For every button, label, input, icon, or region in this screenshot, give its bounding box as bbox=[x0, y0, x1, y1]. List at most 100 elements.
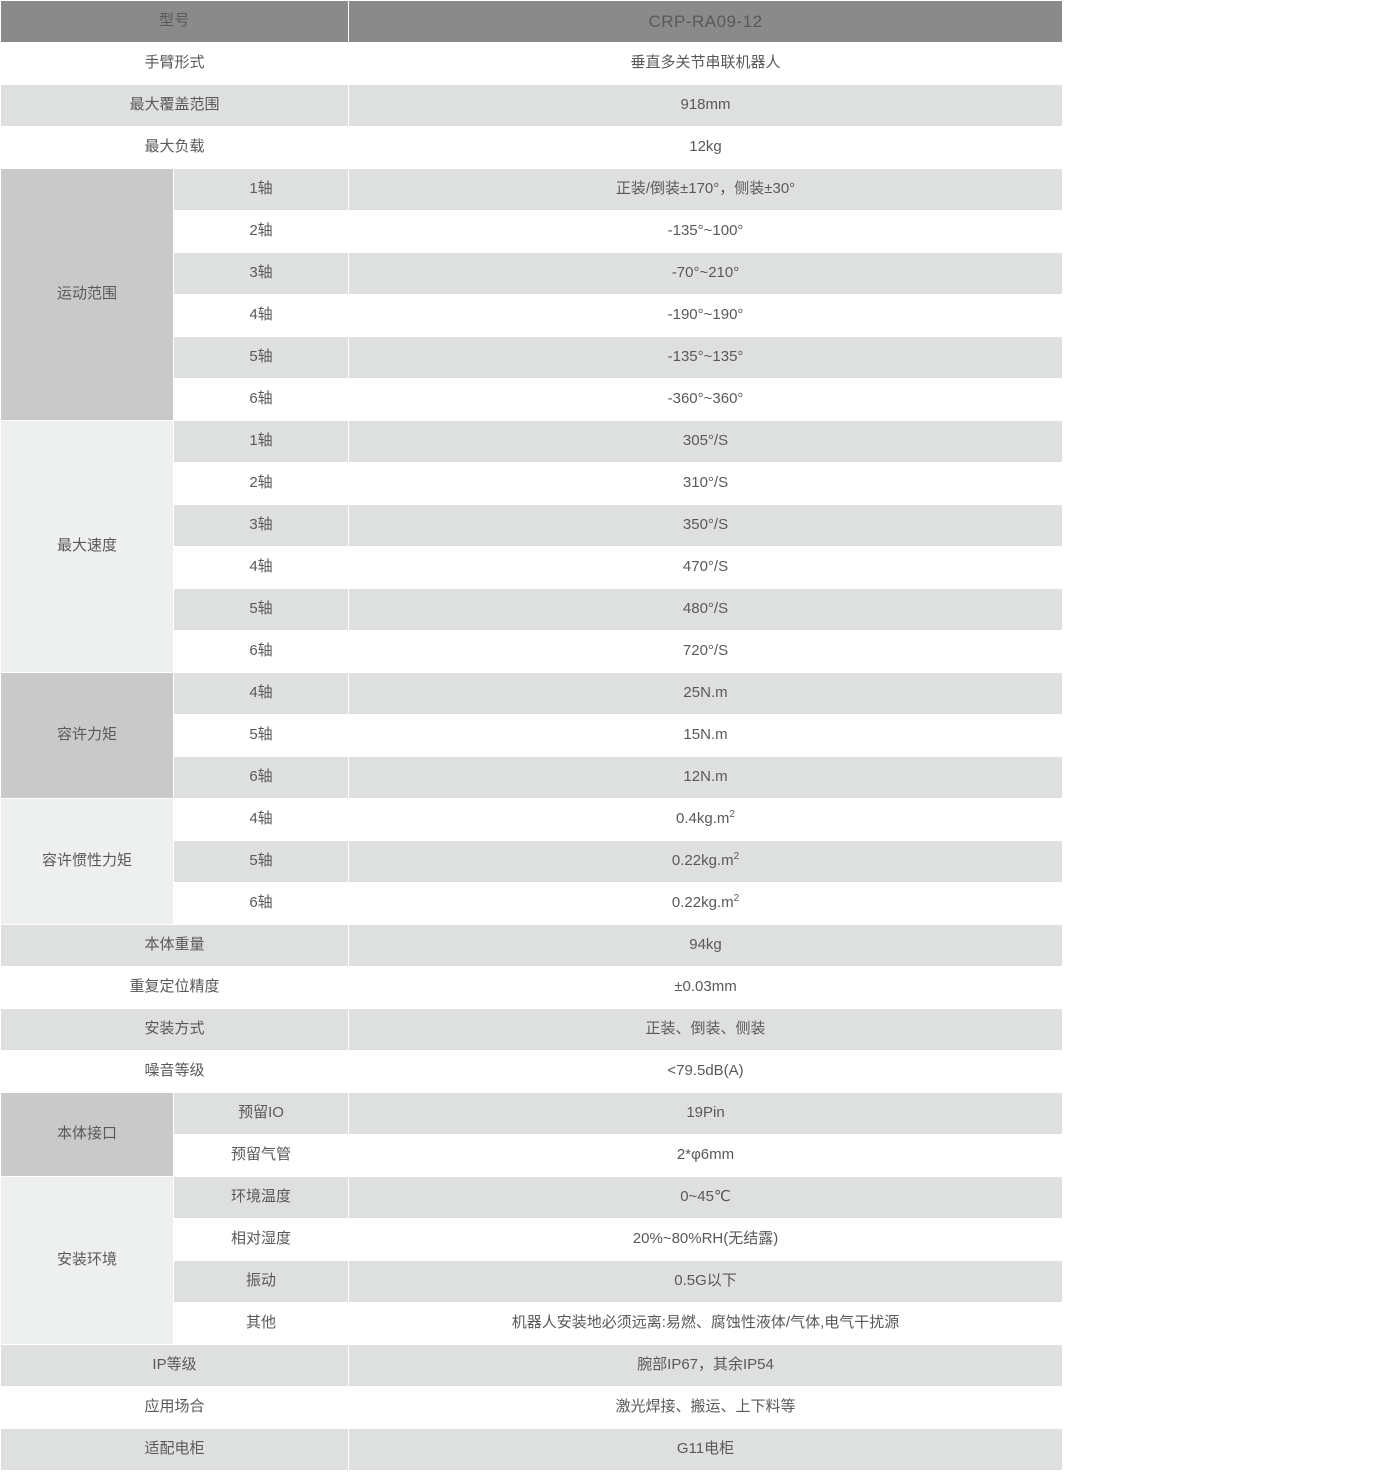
inertia-value-base: 0.22kg.m bbox=[671, 852, 734, 870]
sub-label-axis: 1轴 bbox=[174, 421, 349, 462]
sub-value-axis: 正装/倒装±170°，侧装±30° bbox=[349, 169, 1063, 210]
table-row: 本体接口 预留IO 19Pin bbox=[1, 1093, 1063, 1176]
row-value-applications: 激光焊接、搬运、上下料等 bbox=[349, 1387, 1063, 1428]
inertia-value-exponent: 2 bbox=[733, 851, 740, 863]
sub-label-axis: 5轴 bbox=[174, 337, 349, 378]
sub-value-ambient-temperature: 0~45℃ bbox=[349, 1177, 1063, 1218]
sub-label-axis: 3轴 bbox=[174, 505, 349, 546]
sub-label-axis: 2轴 bbox=[174, 211, 349, 252]
table-row: 相对湿度 20%~80%RH(无结露) bbox=[1, 1219, 1063, 1260]
sub-value-axis: 350°/S bbox=[349, 505, 1063, 546]
header-model-number: CRP-RA09-12 bbox=[349, 1, 1063, 42]
sub-value-reserved-io: 19Pin bbox=[349, 1093, 1063, 1134]
group-label-max-speed: 最大速度 bbox=[1, 421, 173, 672]
inertia-value-exponent: 2 bbox=[733, 893, 740, 905]
sub-label-axis: 5轴 bbox=[174, 841, 349, 882]
table-row: 5轴 0.22kg.m2 bbox=[1, 841, 1063, 882]
table-row: 2轴 -135°~100° bbox=[1, 211, 1063, 252]
sub-value-axis: 25N.m bbox=[349, 673, 1063, 714]
table-row: 5轴 -135°~135° bbox=[1, 337, 1063, 378]
row-label-max-payload: 最大负载 bbox=[1, 127, 349, 168]
table-row: 安装环境 环境温度 0~45℃ bbox=[1, 1177, 1063, 1344]
table-row: 预留气管 2*φ6mm bbox=[1, 1135, 1063, 1176]
sub-value-axis: 310°/S bbox=[349, 463, 1063, 504]
table-body: 型号 CRP-RA09-12 手臂形式 垂直多关节串联机器人 最大覆盖范围 91… bbox=[1, 1, 1063, 1470]
table-row: 容许惯性力矩 4轴 0.4kg.m2 bbox=[1, 799, 1063, 924]
sub-label-ambient-temperature: 环境温度 bbox=[174, 1177, 349, 1218]
table-row: 重复定位精度 ±0.03mm bbox=[1, 967, 1063, 1008]
sub-label-axis: 2轴 bbox=[174, 463, 349, 504]
sub-label-axis: 4轴 bbox=[174, 799, 349, 840]
sub-value-axis: 305°/S bbox=[349, 421, 1063, 462]
sub-value-axis: -190°~190° bbox=[349, 295, 1063, 336]
sub-value-axis: -135°~100° bbox=[349, 211, 1063, 252]
sub-label-axis: 5轴 bbox=[174, 589, 349, 630]
robot-specification-table: 型号 CRP-RA09-12 手臂形式 垂直多关节串联机器人 最大覆盖范围 91… bbox=[1, 1, 1063, 1470]
table-row: 6轴 720°/S bbox=[1, 631, 1063, 672]
sub-value-other: 机器人安装地必须远离:易燃、腐蚀性液体/气体,电气干扰源 bbox=[349, 1303, 1063, 1344]
row-label-noise-level: 噪音等级 bbox=[1, 1051, 349, 1092]
table-row: 应用场合 激光焊接、搬运、上下料等 bbox=[1, 1387, 1063, 1428]
row-value-ip-rating: 腕部IP67，其余IP54 bbox=[349, 1345, 1063, 1386]
sub-label-axis: 6轴 bbox=[174, 631, 349, 672]
table-row: 运动范围 1轴 正装/倒装±170°，侧装±30° bbox=[1, 169, 1063, 420]
row-value-max-payload: 12kg bbox=[349, 127, 1063, 168]
table-header-row: 型号 CRP-RA09-12 bbox=[1, 1, 1063, 42]
inertia-value-base: 0.4kg.m bbox=[676, 810, 730, 828]
inertia-value-exponent: 2 bbox=[729, 809, 735, 821]
row-label-repeatability: 重复定位精度 bbox=[1, 967, 349, 1008]
table-row: 4轴 470°/S bbox=[1, 547, 1063, 588]
sub-label-other: 其他 bbox=[174, 1303, 349, 1344]
sub-value-axis: -135°~135° bbox=[349, 337, 1063, 378]
table-row: IP等级 腕部IP67，其余IP54 bbox=[1, 1345, 1063, 1386]
sub-value-axis: 12N.m bbox=[349, 757, 1063, 798]
sub-label-axis: 5轴 bbox=[174, 715, 349, 756]
table-row: 6轴 -360°~360° bbox=[1, 379, 1063, 420]
table-row: 手臂形式 垂直多关节串联机器人 bbox=[1, 43, 1063, 84]
row-label-mounting-method: 安装方式 bbox=[1, 1009, 349, 1050]
row-label-max-reach: 最大覆盖范围 bbox=[1, 85, 349, 126]
row-value-noise-level: <79.5dB(A) bbox=[349, 1051, 1063, 1092]
table-row: 适配电柜 G11电柜 bbox=[1, 1429, 1063, 1470]
sub-label-axis: 6轴 bbox=[174, 379, 349, 420]
header-label-model: 型号 bbox=[1, 1, 349, 42]
sub-value-axis: 720°/S bbox=[349, 631, 1063, 672]
row-value-arm-type: 垂直多关节串联机器人 bbox=[349, 43, 1063, 84]
row-label-body-weight: 本体重量 bbox=[1, 925, 349, 966]
sub-label-axis: 4轴 bbox=[174, 295, 349, 336]
row-value-repeatability: ±0.03mm bbox=[349, 967, 1063, 1008]
sub-value-axis: 15N.m bbox=[349, 715, 1063, 756]
inertia-value-base: 0.22kg.m bbox=[671, 894, 734, 912]
sub-label-axis: 4轴 bbox=[174, 547, 349, 588]
table-row: 容许力矩 4轴 25N.m bbox=[1, 673, 1063, 798]
table-row: 本体重量 94kg bbox=[1, 925, 1063, 966]
sub-label-reserved-io: 预留IO bbox=[174, 1093, 349, 1134]
row-label-applications: 应用场合 bbox=[1, 1387, 349, 1428]
table-row: 6轴 12N.m bbox=[1, 757, 1063, 798]
group-label-allowable-torque: 容许力矩 bbox=[1, 673, 173, 798]
sub-value-axis: 480°/S bbox=[349, 589, 1063, 630]
sub-label-axis: 1轴 bbox=[174, 169, 349, 210]
table-row: 6轴 0.22kg.m2 bbox=[1, 883, 1063, 924]
sub-value-axis: 470°/S bbox=[349, 547, 1063, 588]
sub-value-axis: -70°~210° bbox=[349, 253, 1063, 294]
sub-label-axis: 3轴 bbox=[174, 253, 349, 294]
sub-value-axis: 0.4kg.m2 bbox=[349, 799, 1063, 840]
table-row: 振动 0.5G以下 bbox=[1, 1261, 1063, 1302]
table-row: 2轴 310°/S bbox=[1, 463, 1063, 504]
row-value-matching-cabinet: G11电柜 bbox=[349, 1429, 1063, 1470]
sub-label-axis: 6轴 bbox=[174, 757, 349, 798]
sub-label-reserved-air-tube: 预留气管 bbox=[174, 1135, 349, 1176]
group-label-body-interface: 本体接口 bbox=[1, 1093, 173, 1176]
row-label-matching-cabinet: 适配电柜 bbox=[1, 1429, 349, 1470]
table-row: 3轴 350°/S bbox=[1, 505, 1063, 546]
group-label-allowable-inertia: 容许惯性力矩 bbox=[1, 799, 173, 924]
table-row: 最大速度 1轴 305°/S bbox=[1, 421, 1063, 672]
row-label-arm-type: 手臂形式 bbox=[1, 43, 349, 84]
row-value-body-weight: 94kg bbox=[349, 925, 1063, 966]
sub-label-vibration: 振动 bbox=[174, 1261, 349, 1302]
sub-value-axis: 0.22kg.m2 bbox=[349, 841, 1063, 882]
table-row: 4轴 -190°~190° bbox=[1, 295, 1063, 336]
group-label-motion-range: 运动范围 bbox=[1, 169, 173, 420]
